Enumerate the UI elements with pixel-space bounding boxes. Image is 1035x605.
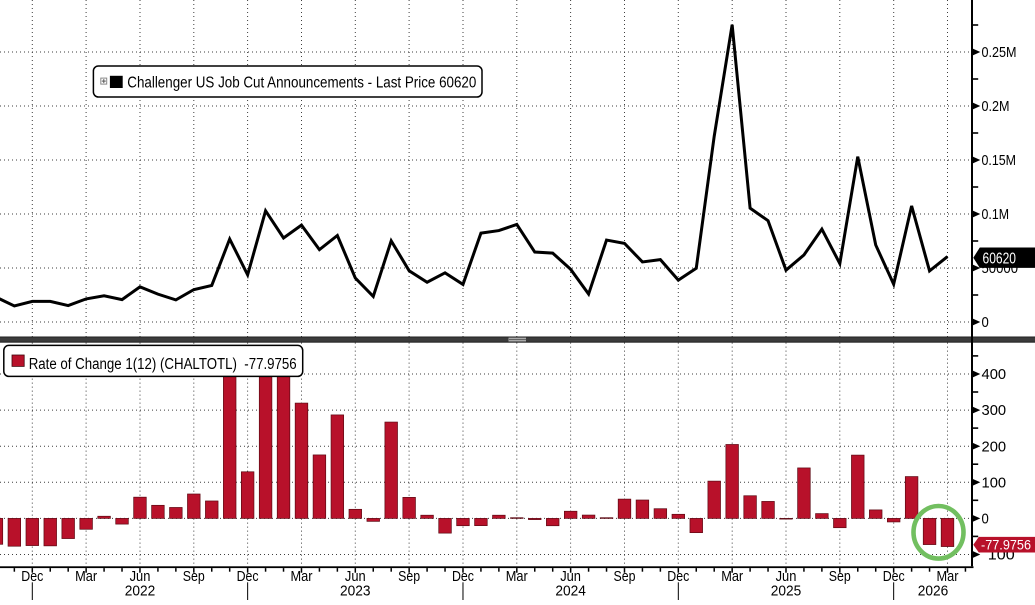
svg-text:60620: 60620: [983, 250, 1017, 267]
svg-text:Mar: Mar: [75, 569, 97, 585]
svg-text:2022: 2022: [125, 583, 156, 599]
svg-text:Jun: Jun: [130, 569, 151, 585]
svg-text:Mar: Mar: [506, 569, 528, 585]
svg-text:Rate of Change 1(12) (CHALTOTL: Rate of Change 1(12) (CHALTOTL) -77.9756: [29, 356, 297, 373]
svg-text:2023: 2023: [340, 583, 371, 599]
svg-text:Dec: Dec: [452, 569, 474, 585]
svg-text:Sep: Sep: [398, 569, 420, 585]
svg-text:100: 100: [982, 475, 1007, 491]
svg-text:200: 200: [982, 439, 1007, 455]
svg-text:Dec: Dec: [883, 569, 905, 585]
svg-text:0.1M: 0.1M: [982, 207, 1010, 223]
svg-text:Jun: Jun: [776, 569, 797, 585]
svg-text:Challenger US Job Cut Announce: Challenger US Job Cut Announcements - La…: [127, 75, 476, 92]
svg-text:Dec: Dec: [21, 569, 43, 585]
svg-text:0: 0: [982, 315, 989, 331]
svg-text:2026: 2026: [918, 583, 949, 599]
svg-text:Dec: Dec: [237, 569, 259, 585]
svg-text:0: 0: [982, 512, 989, 528]
svg-text:-77.9756: -77.9756: [981, 538, 1031, 553]
svg-text:Jun: Jun: [345, 569, 366, 585]
svg-text:0.15M: 0.15M: [982, 153, 1017, 169]
svg-text:Sep: Sep: [183, 569, 205, 585]
svg-text:Sep: Sep: [829, 569, 851, 585]
svg-text:400: 400: [982, 367, 1007, 383]
svg-text:Sep: Sep: [614, 569, 636, 585]
svg-text:Mar: Mar: [937, 569, 959, 585]
svg-text:2024: 2024: [555, 583, 586, 599]
svg-text:0.2M: 0.2M: [982, 99, 1010, 115]
svg-text:Mar: Mar: [721, 569, 743, 585]
svg-text:Jun: Jun: [560, 569, 581, 585]
svg-text:Dec: Dec: [667, 569, 689, 585]
svg-text:2025: 2025: [771, 583, 802, 599]
svg-text:0.25M: 0.25M: [982, 45, 1017, 61]
svg-text:300: 300: [982, 403, 1007, 419]
svg-text:Mar: Mar: [291, 569, 313, 585]
